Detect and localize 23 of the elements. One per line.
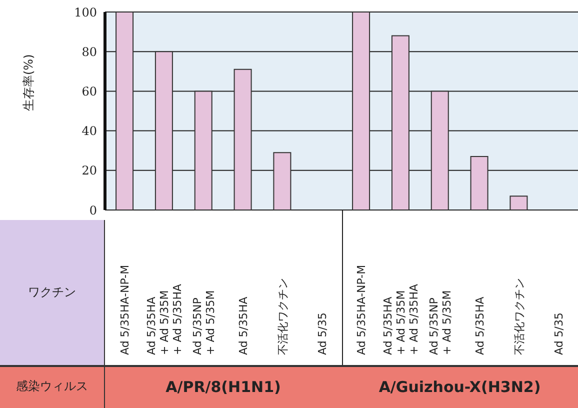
y-tick-label: 0 — [89, 203, 97, 218]
x-tick-label: Ad 5/35HA + Ad 5/35M + Ad 5/35HA — [382, 284, 421, 355]
y-tick-label: 80 — [82, 44, 97, 59]
x-tick-label: Ad 5/35HA-NP-M — [118, 264, 132, 355]
text: A/Guizhou-X(H3N2) — [378, 376, 542, 398]
x-tick-label: Ad 5/35NP + Ad 5/35M — [191, 290, 218, 355]
x-tick-label: Ad 5/35HA + Ad 5/35M + Ad 5/35HA — [145, 284, 184, 355]
x-tick-label: 不活化ワクチン — [512, 278, 526, 355]
text: A/PR/8(H1N1) — [164, 376, 282, 398]
y-tick-label: 100 — [74, 5, 97, 20]
x-tick-label: Ad 5/35NP + Ad 5/35M — [428, 290, 454, 355]
x-tick-label: Ad 5/35HA-NP-M — [355, 264, 368, 355]
x-tick-label: 不活化ワクチン — [276, 278, 290, 355]
x-tick-label: Ad 5/35HA — [473, 296, 486, 355]
x-tick-label: Ad 5/35HA — [236, 296, 250, 355]
text: 感染ウィルス — [0, 365, 105, 408]
x-tick-label: Ad 5/35 — [316, 312, 329, 355]
x-tick-label: Ad 5/35 — [552, 312, 566, 355]
y-tick-label: 60 — [82, 84, 97, 98]
y-tick-label: 40 — [82, 124, 97, 138]
y-tick-label: 20 — [82, 164, 97, 178]
y-axis-title: 生存率(%) — [21, 54, 36, 111]
text: ワクチン — [0, 220, 105, 365]
